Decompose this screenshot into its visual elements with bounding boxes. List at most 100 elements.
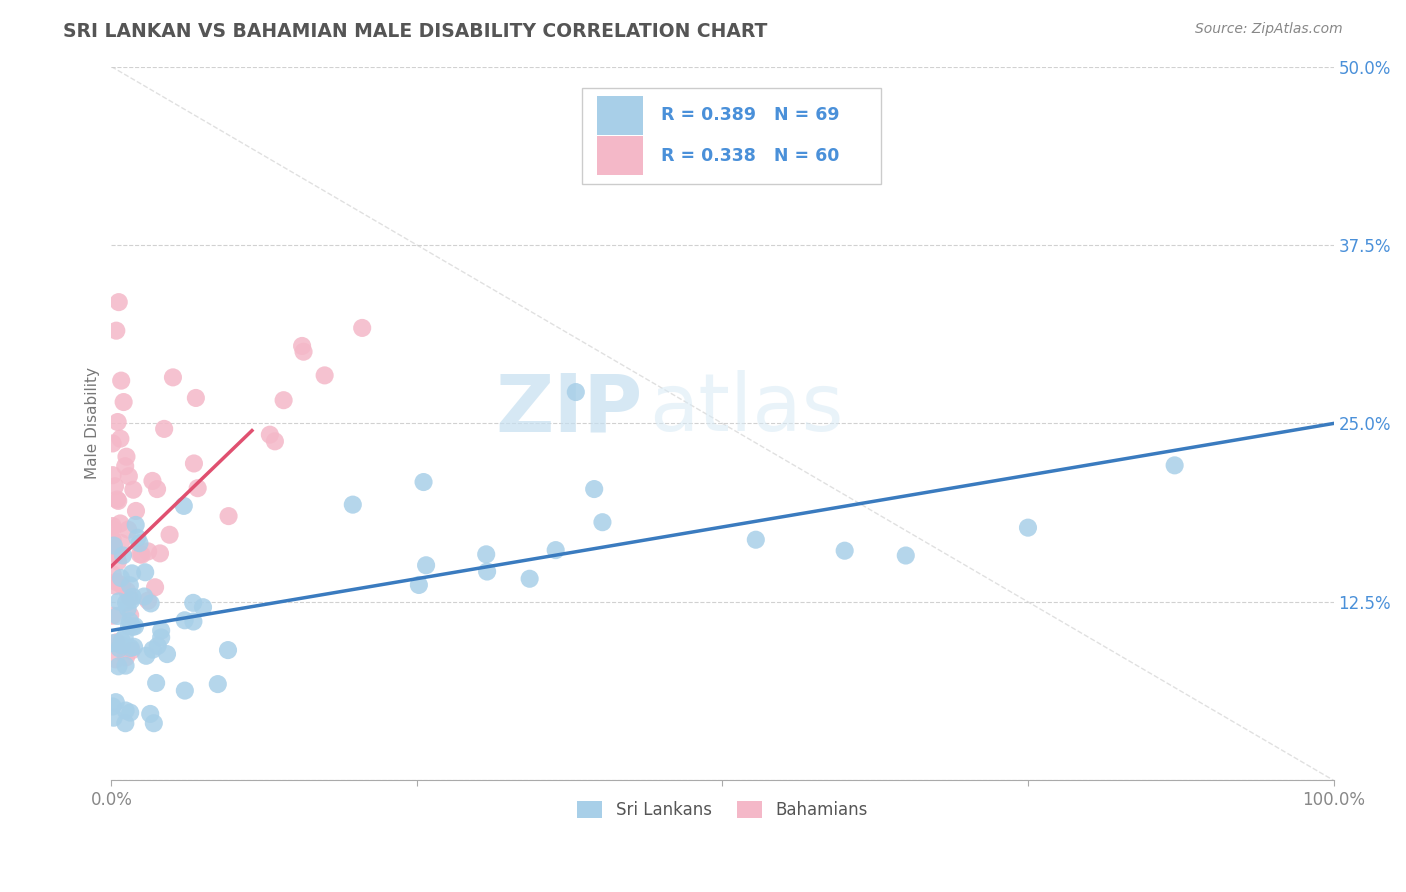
Point [149, 546, 172, 560]
Point [146, 639, 169, 653]
Point [120, 608, 142, 623]
Point [108, 641, 131, 656]
Point [107, 494, 129, 508]
Point [183, 615, 205, 629]
Point [412, 475, 434, 489]
Point [118, 591, 141, 605]
Point [162, 370, 184, 384]
Point [519, 572, 541, 586]
Point [127, 531, 149, 545]
Text: ZIP: ZIP [496, 370, 643, 448]
Point [103, 539, 125, 553]
Point [104, 652, 127, 666]
Point [136, 593, 159, 607]
Point [101, 608, 124, 623]
Point [145, 676, 167, 690]
Point [218, 509, 240, 524]
Point [103, 636, 125, 650]
Point [1163, 458, 1185, 473]
Point [134, 590, 156, 604]
Point [1017, 521, 1039, 535]
Point [273, 393, 295, 408]
Point [101, 699, 124, 714]
Point [342, 498, 364, 512]
Point [139, 706, 162, 721]
Point [544, 543, 567, 558]
Point [105, 492, 128, 507]
Point [114, 459, 136, 474]
Point [173, 499, 195, 513]
Point [105, 547, 128, 561]
Text: R = 0.389   N = 69: R = 0.389 N = 69 [661, 106, 839, 124]
Point [101, 519, 124, 533]
Point [114, 704, 136, 718]
Point [110, 536, 132, 550]
Point [101, 436, 124, 450]
Point [101, 522, 124, 536]
Point [141, 474, 163, 488]
Point [834, 543, 856, 558]
Point [122, 640, 145, 654]
Point [183, 457, 205, 471]
Point [292, 344, 315, 359]
Point [118, 614, 141, 628]
Point [115, 596, 138, 610]
Point [107, 594, 129, 608]
Point [111, 549, 134, 563]
Point [146, 482, 169, 496]
Point [118, 469, 141, 483]
Point [114, 658, 136, 673]
Point [264, 434, 287, 449]
Point [121, 566, 143, 581]
Point [121, 620, 143, 634]
Point [153, 422, 176, 436]
Point [111, 578, 134, 592]
Point [134, 566, 156, 580]
Point [110, 638, 132, 652]
Point [124, 619, 146, 633]
Point [121, 643, 143, 657]
Point [150, 631, 173, 645]
Point [314, 368, 336, 383]
Point [259, 427, 281, 442]
Point [129, 547, 152, 561]
Point [120, 706, 142, 720]
Point [135, 648, 157, 663]
Point [125, 517, 148, 532]
Point [173, 683, 195, 698]
Point [104, 579, 127, 593]
Point [136, 544, 159, 558]
Point [107, 415, 129, 429]
Point [118, 578, 141, 592]
Point [118, 619, 141, 633]
Point [101, 567, 124, 582]
Point [101, 468, 124, 483]
Point [117, 523, 139, 537]
Point [104, 547, 127, 561]
Point [112, 395, 135, 409]
Point [125, 504, 148, 518]
Point [105, 324, 128, 338]
Point [142, 642, 165, 657]
Point [107, 555, 129, 569]
Point [475, 547, 498, 561]
Point [105, 574, 128, 589]
Point [475, 565, 498, 579]
Point [115, 584, 138, 599]
Point [565, 385, 588, 400]
Point [114, 716, 136, 731]
Point [103, 711, 125, 725]
Point [150, 624, 173, 638]
Point [114, 630, 136, 644]
Text: R = 0.338   N = 60: R = 0.338 N = 60 [661, 147, 839, 165]
Point [143, 580, 166, 594]
Point [583, 482, 606, 496]
Point [120, 593, 142, 607]
Point [122, 483, 145, 497]
Text: Source: ZipAtlas.com: Source: ZipAtlas.com [1195, 22, 1343, 37]
Point [131, 548, 153, 562]
Point [173, 613, 195, 627]
Bar [596, 136, 643, 176]
Point [110, 571, 132, 585]
Point [111, 633, 134, 648]
